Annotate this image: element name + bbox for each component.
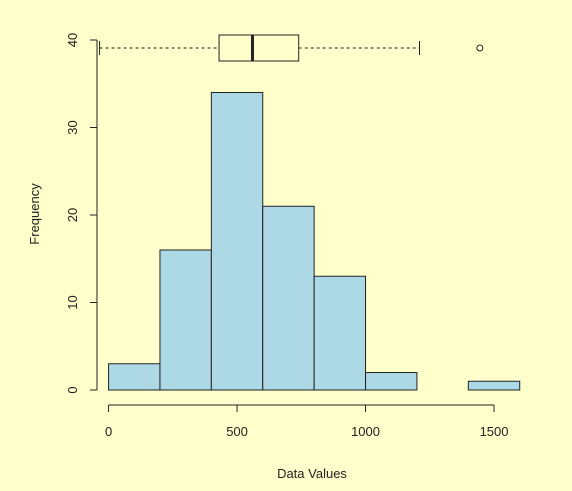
x-tick-label: 0	[105, 424, 112, 439]
histogram-bar	[108, 363, 161, 391]
histogram-bar	[467, 380, 521, 391]
y-axis-title: Frequency	[27, 183, 42, 245]
x-axis: 0 500 1000 1500	[105, 404, 509, 439]
histogram-bar	[159, 249, 212, 391]
y-tick-label: 10	[65, 295, 80, 309]
x-axis-title: Data Values	[277, 466, 347, 481]
x-tick-label: 500	[226, 424, 248, 439]
boxplot-outlier	[476, 44, 484, 52]
x-tick-label: 1000	[351, 424, 380, 439]
y-tick-label: 30	[65, 120, 80, 134]
boxplot	[99, 34, 484, 62]
boxplot-box	[218, 34, 300, 62]
x-tick-label: 1500	[480, 424, 509, 439]
y-tick-label: 0	[65, 386, 80, 393]
histogram-bar	[313, 275, 367, 391]
histogram-bar	[365, 372, 418, 391]
histogram-bar	[210, 92, 264, 391]
y-tick-label: 40	[65, 33, 80, 47]
histogram-bars	[108, 92, 521, 391]
y-tick-label: 20	[65, 208, 80, 222]
y-axis: 0 10 20 30 40	[65, 33, 98, 394]
histogram-bar	[262, 205, 315, 391]
